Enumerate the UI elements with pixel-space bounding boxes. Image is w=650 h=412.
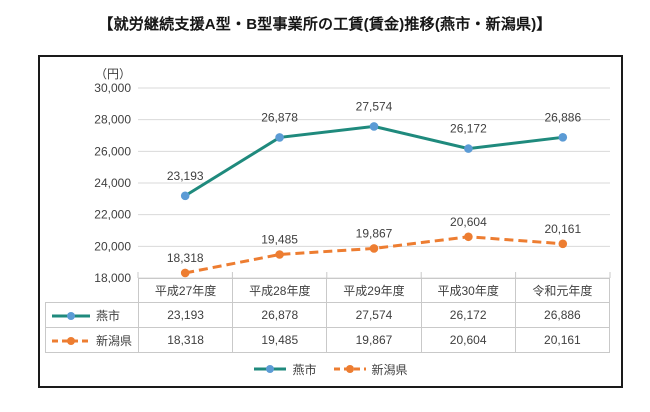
data-label: 19,867 [356, 226, 393, 240]
series-line [184, 124, 563, 198]
table-value-cell: 27,574 [326, 302, 422, 328]
table-year-header: 平成30年度 [420, 278, 516, 303]
legend-label: 燕市 [292, 362, 317, 377]
table-value-cell: 23,193 [137, 302, 234, 328]
data-label: 20,161 [544, 222, 581, 236]
legend-item: 新潟県 [333, 361, 408, 378]
data-point-marker [369, 244, 379, 253]
data-label: 20,604 [450, 215, 487, 229]
legend-item: 燕市 [253, 361, 317, 378]
table-value-cell: 26,172 [420, 302, 516, 328]
data-label: 26,886 [544, 110, 581, 124]
table-value-cell: 19,485 [232, 327, 328, 353]
series-key-icon [333, 365, 366, 373]
table-row: 燕市 23,193 26,878 27,574 26,172 26,886 [45, 302, 611, 328]
data-point-marker [180, 191, 190, 201]
y-tick-label: 20,000 [94, 239, 131, 253]
data-point-marker [558, 133, 568, 142]
table-year-header: 平成27年度 [137, 278, 234, 303]
data-label: 26,172 [450, 122, 487, 136]
legend-label: 新潟県 [371, 362, 408, 377]
table-corner-cell [46, 279, 139, 303]
data-table-body: 燕市 23,193 26,878 27,574 26,172 26,886 新潟県 18… [45, 302, 611, 353]
table-series-cell: 新潟県 [45, 327, 139, 353]
data-label: 27,574 [356, 99, 393, 113]
table-year-header: 令和元年度 [514, 278, 611, 303]
series-name: 燕市 [96, 308, 121, 323]
y-tick-label: 22,000 [94, 208, 131, 222]
table-value-cell: 26,886 [514, 302, 611, 328]
table-value-cell: 18,318 [137, 327, 234, 353]
y-tick-label: 18,000 [94, 271, 131, 283]
table-value-cell: 20,161 [514, 327, 611, 353]
data-label: 18,318 [167, 251, 204, 265]
data-point-marker [275, 250, 284, 259]
data-point-marker [464, 232, 473, 242]
data-label: 23,193 [167, 169, 204, 183]
table-year-header: 平成28年度 [232, 278, 328, 303]
data-point-marker [558, 239, 568, 249]
data-label: 26,878 [261, 110, 298, 124]
y-tick-label: 28,000 [94, 113, 131, 127]
table-row: 新潟県 18,318 19,485 19,867 20,604 20,161 [45, 327, 611, 353]
table-head-row: 平成27年度 平成28年度 平成29年度 平成30年度 令和元年度 [46, 278, 611, 303]
y-tick-label: 26,000 [94, 144, 131, 158]
y-tick-label: 24,000 [94, 176, 131, 190]
series-key-icon [52, 337, 90, 346]
y-tick-label: 30,000 [94, 81, 131, 95]
series-key-icon [254, 365, 287, 373]
table-value-cell: 19,867 [326, 327, 422, 353]
data-label: 19,485 [261, 232, 298, 246]
plot-svg: 18,000 20,000 22,000 24,000 26,000 28,000 30,0… [94, 67, 611, 283]
data-table: 平成27年度 平成28年度 平成29年度 平成30年度 令和元年度 燕市 23,193 2… [45, 278, 611, 353]
axis-unit-label: （円） [95, 67, 131, 81]
legend: 燕市 新潟県 [40, 357, 621, 381]
data-point-marker [180, 268, 190, 278]
data-point-marker [369, 122, 379, 131]
series-key-icon [52, 312, 90, 321]
chart-title: 【就労継続支援A型・B型事業所の工賃(賃金)推移(燕市・新潟県)】 [98, 16, 552, 33]
series-name: 新潟県 [96, 333, 133, 348]
table-value-cell: 20,604 [420, 327, 516, 353]
series-line [184, 235, 563, 275]
table-year-header: 平成29年度 [326, 278, 422, 303]
table-series-cell: 燕市 [45, 302, 139, 328]
data-point-marker [275, 133, 284, 142]
chart-frame: 18,000 20,000 22,000 24,000 26,000 28,000 30,0… [38, 55, 623, 388]
table-value-cell: 26,878 [232, 302, 328, 328]
data-point-marker [464, 144, 473, 153]
